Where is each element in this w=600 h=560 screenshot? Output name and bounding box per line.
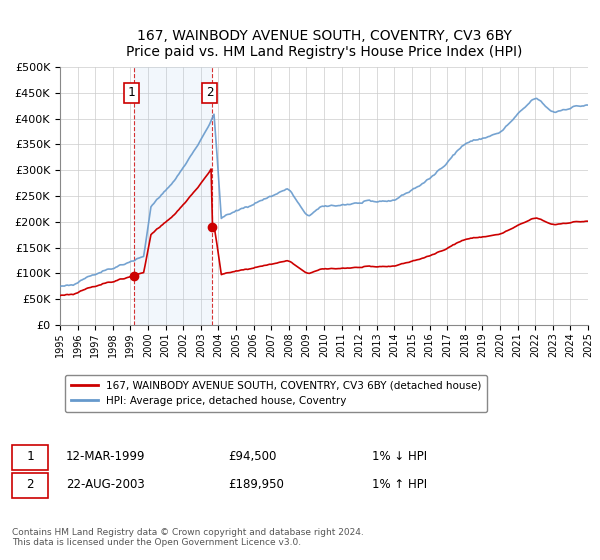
Text: 1: 1 xyxy=(26,450,34,463)
Text: £189,950: £189,950 xyxy=(228,478,284,491)
Text: 1% ↓ HPI: 1% ↓ HPI xyxy=(372,450,427,463)
Text: 1: 1 xyxy=(127,86,135,100)
Text: Contains HM Land Registry data © Crown copyright and database right 2024.
This d: Contains HM Land Registry data © Crown c… xyxy=(12,528,364,547)
Text: 2: 2 xyxy=(206,86,213,100)
Text: 12-MAR-1999: 12-MAR-1999 xyxy=(66,450,146,463)
Text: £94,500: £94,500 xyxy=(228,450,277,463)
Text: 22-AUG-2003: 22-AUG-2003 xyxy=(66,478,145,491)
Text: 2: 2 xyxy=(26,478,34,491)
Title: 167, WAINBODY AVENUE SOUTH, COVENTRY, CV3 6BY
Price paid vs. HM Land Registry's : 167, WAINBODY AVENUE SOUTH, COVENTRY, CV… xyxy=(126,29,522,59)
Bar xyxy=(134,67,212,325)
Legend: 167, WAINBODY AVENUE SOUTH, COVENTRY, CV3 6BY (detached house), HPI: Average pri: 167, WAINBODY AVENUE SOUTH, COVENTRY, CV… xyxy=(65,375,487,412)
Text: 1% ↑ HPI: 1% ↑ HPI xyxy=(372,478,427,491)
